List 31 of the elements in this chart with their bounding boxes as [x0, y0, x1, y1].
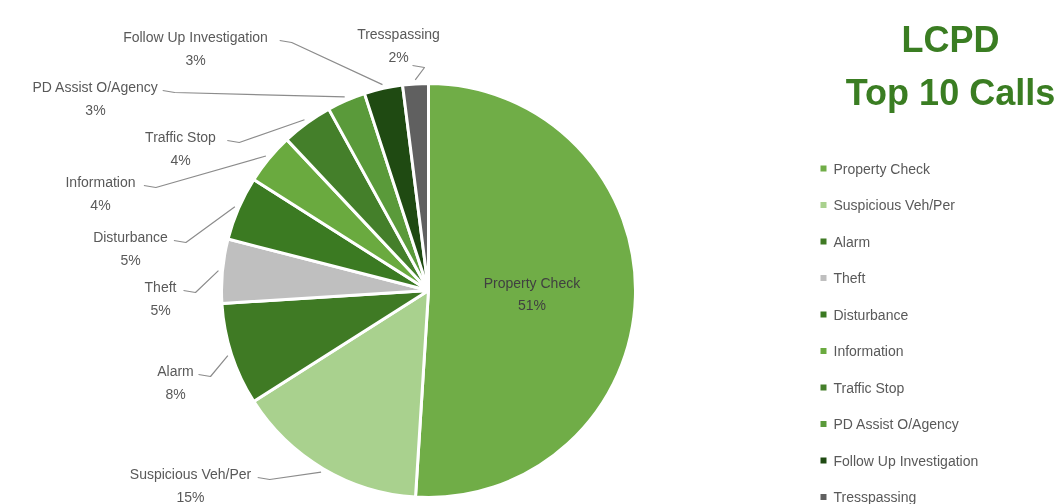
legend-label: Disturbance	[833, 306, 909, 323]
data-label: 3%	[85, 101, 106, 118]
slice-label: Suspicious Veh/Per	[129, 465, 252, 482]
data-label: 3%	[185, 51, 206, 68]
slice-label: Tresspassing	[357, 25, 440, 42]
data-label: 8%	[165, 385, 186, 402]
legend-label: Traffic Stop	[833, 379, 905, 396]
slice-label: Alarm	[157, 362, 194, 379]
legend-label: Alarm	[833, 233, 871, 250]
legend-label: PD Assist O/Agency	[833, 416, 959, 432]
legend-label: Tresspassing	[833, 489, 917, 504]
legend-label: Information	[833, 343, 904, 359]
data-label: 4%	[170, 151, 191, 168]
legend-label: Suspicious Veh/Per	[833, 197, 956, 213]
slice-label: Theft	[144, 278, 177, 295]
data-label: 51%	[517, 296, 546, 313]
data-label: 15%	[176, 488, 205, 504]
slice-label: Information	[65, 173, 136, 190]
slice-label: Disturbance	[93, 228, 169, 245]
data-label: 2%	[388, 48, 409, 65]
slice-label: Property Check	[483, 274, 582, 291]
slice-label: Follow Up Investigation	[123, 28, 268, 45]
data-label: 5%	[120, 251, 141, 268]
text: LCPD Top 10 Calls	[845, 18, 1056, 113]
slice-label: PD Assist O/Agency	[32, 78, 158, 95]
data-label: 5%	[150, 301, 171, 318]
legend-label: Theft	[833, 270, 866, 286]
legend-label: Property Check	[833, 160, 931, 177]
data-label: 4%	[90, 196, 111, 213]
slice-label: Traffic Stop	[145, 128, 217, 145]
legend-label: Follow Up Investigation	[833, 452, 979, 469]
